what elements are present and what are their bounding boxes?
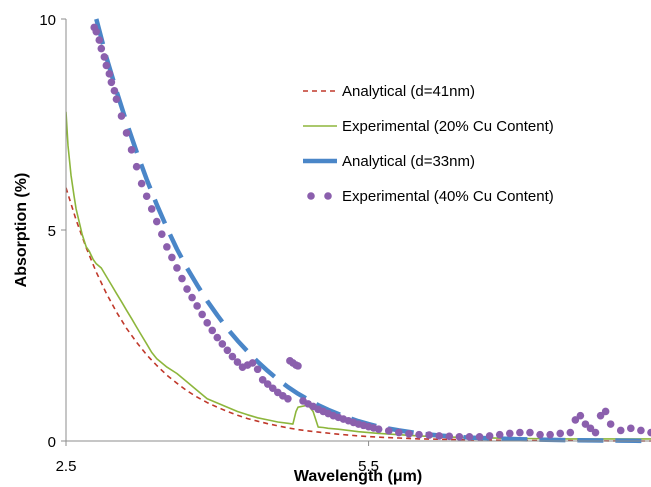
series-4-point bbox=[203, 319, 212, 327]
series-4-point bbox=[505, 429, 514, 438]
series-4-point bbox=[105, 70, 114, 78]
series-4-point bbox=[384, 427, 393, 435]
series-4-point bbox=[637, 426, 645, 435]
series-4-point bbox=[233, 358, 242, 366]
series-4-point bbox=[110, 86, 119, 95]
series-2-line bbox=[66, 111, 651, 440]
series-4-point bbox=[647, 428, 651, 437]
legend-label: Experimental (20% Cu Content) bbox=[342, 118, 554, 135]
legend-marker bbox=[307, 192, 315, 200]
legend-label: Analytical (d=41nm) bbox=[342, 83, 475, 100]
series-4-point bbox=[178, 274, 186, 283]
x-tick-label: 5.5 bbox=[358, 458, 379, 475]
series-4-point bbox=[516, 428, 524, 437]
legend-label: Experimental (40% Cu Content) bbox=[342, 188, 554, 205]
y-axis-title: Absorption (%) bbox=[13, 173, 30, 288]
y-tick-label: 5 bbox=[48, 223, 56, 240]
series-4-point bbox=[596, 411, 605, 420]
series-4-point bbox=[601, 407, 610, 416]
series-4-point bbox=[485, 432, 494, 440]
series-4-point bbox=[92, 27, 101, 36]
series-4-point bbox=[616, 426, 625, 435]
series-4-point bbox=[591, 428, 600, 437]
y-tick-label: 0 bbox=[48, 434, 56, 451]
series-4-point bbox=[127, 146, 136, 154]
legend-item-1: Analytical (d=41nm) bbox=[303, 83, 475, 100]
series-4-point bbox=[158, 230, 166, 239]
series-4-point bbox=[188, 293, 196, 302]
series-4-point bbox=[374, 425, 383, 433]
series-4-point bbox=[218, 340, 227, 348]
series-1-line bbox=[66, 187, 651, 442]
series-4-point bbox=[526, 428, 534, 437]
series-4-point bbox=[248, 359, 257, 367]
series-4-point bbox=[606, 420, 615, 428]
series-4-point bbox=[122, 129, 131, 137]
plot-area bbox=[66, 18, 651, 444]
series-4-point bbox=[173, 264, 181, 272]
legend-item-3: Analytical (d=33nm) bbox=[303, 153, 475, 170]
series-4-point bbox=[425, 431, 433, 439]
series-4-point bbox=[193, 302, 201, 310]
series-4-point bbox=[475, 432, 484, 441]
series-4-point bbox=[586, 424, 595, 433]
series-4-point bbox=[556, 429, 565, 438]
series-4-point bbox=[546, 430, 554, 439]
series-4-point bbox=[107, 78, 116, 87]
series-4-point bbox=[102, 61, 111, 70]
y-tick-label: 10 bbox=[39, 12, 56, 29]
legend-item-4: Experimental (40% Cu Content) bbox=[307, 188, 554, 205]
series-4-point bbox=[284, 395, 292, 403]
series-4-point bbox=[465, 432, 474, 441]
series-4-point bbox=[100, 53, 109, 61]
series-4-point bbox=[132, 162, 141, 171]
series-4-point bbox=[152, 217, 161, 226]
series-4-point bbox=[581, 420, 590, 428]
series-4-point bbox=[112, 95, 121, 103]
series-4-point bbox=[137, 179, 146, 188]
x-tick-label: 2.5 bbox=[56, 458, 77, 475]
series-4-point bbox=[455, 432, 464, 441]
series-4-point bbox=[198, 310, 206, 319]
x-axis-title: Wavelength (μm) bbox=[294, 468, 422, 485]
series-4-point bbox=[95, 36, 104, 44]
series-4-point bbox=[147, 205, 156, 213]
series-4-point bbox=[117, 112, 126, 120]
series-4-point bbox=[97, 44, 106, 53]
series-4-point bbox=[576, 411, 585, 420]
series-4-point bbox=[495, 430, 504, 439]
legend: Analytical (d=41nm) Experimental (20% Cu … bbox=[303, 83, 554, 205]
series-4-point bbox=[536, 430, 544, 439]
series-4-point bbox=[168, 253, 176, 262]
series-4-point bbox=[445, 432, 454, 441]
series-4-point bbox=[294, 362, 302, 370]
series-4-point bbox=[395, 428, 403, 437]
series-4-point bbox=[627, 424, 635, 433]
series-4-point bbox=[566, 428, 575, 437]
series-4-point bbox=[228, 352, 237, 361]
series-3-line bbox=[94, 18, 651, 444]
series-4-point bbox=[415, 430, 423, 439]
series-4-point bbox=[183, 285, 191, 293]
series-4-point bbox=[213, 333, 222, 342]
series-4-point bbox=[571, 416, 580, 424]
tick-labels: 0 5 10 2.5 5.5 bbox=[39, 12, 379, 475]
legend-marker bbox=[324, 192, 332, 200]
legend-item-2: Experimental (20% Cu Content) bbox=[303, 118, 554, 135]
series-4-point bbox=[435, 432, 443, 440]
series-4-point bbox=[142, 192, 151, 201]
series-4-point bbox=[263, 380, 272, 388]
series-4-point bbox=[268, 384, 277, 393]
series-4-point bbox=[258, 376, 267, 384]
series-4-point bbox=[163, 243, 171, 251]
legend-label: Analytical (d=33nm) bbox=[342, 153, 475, 170]
series-4-point bbox=[253, 365, 262, 374]
series-4-point bbox=[223, 346, 232, 355]
series-4-point bbox=[405, 430, 413, 438]
series-4-point bbox=[208, 326, 217, 335]
